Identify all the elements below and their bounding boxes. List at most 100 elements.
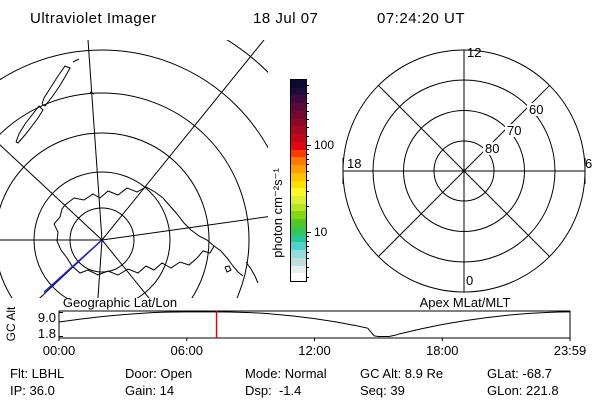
colorbar-minor-tick [306, 277, 309, 278]
coastline [224, 265, 232, 273]
lat-circle [0, 49, 268, 149]
colorbar-band [291, 257, 306, 266]
meridian-line [87, 40, 103, 241]
ytick-9: 9.0 [37, 310, 56, 325]
label-bg [505, 124, 524, 137]
alt-xtick-label: 18:00 [425, 343, 459, 358]
meridian-line [97, 239, 103, 298]
colorbar-minor-tick [306, 191, 309, 192]
lat-circle [0, 132, 210, 298]
colorbar-band [291, 265, 306, 274]
status-cell: Gain: 14 [125, 383, 175, 398]
colorbar-minor-tick [306, 206, 309, 207]
colorbar-band [291, 211, 306, 220]
coastline [89, 91, 95, 95]
colorbar-band [291, 134, 306, 142]
colorbar-band [291, 273, 306, 282]
coastline [213, 245, 244, 277]
alt-xtick-label: 00:00 [42, 343, 76, 358]
colorbar-minor-tick [306, 149, 309, 150]
ytick-1-8: 1.8 [37, 326, 56, 341]
mlt-label: 6 [585, 156, 592, 171]
status-cell: Seq: 39 [360, 383, 405, 398]
geographic-map [0, 40, 268, 298]
coastline [72, 58, 80, 63]
colorbar-band [291, 188, 306, 197]
colorbar-minor-tick [306, 164, 309, 165]
colorbar-minor-tick [306, 246, 309, 247]
mlat-label: 60 [529, 102, 543, 117]
colorbar-band [291, 196, 306, 204]
colorbar [290, 79, 307, 282]
altitude-curve [58, 311, 571, 337]
colorbar-band [291, 172, 306, 181]
left-panel-title: Geographic Lat/Lon [62, 295, 178, 310]
colorbar-minor-tick [306, 154, 309, 155]
status-cell: GLon: 221.8 [487, 383, 559, 398]
colorbar-major-tick [306, 232, 311, 233]
coastline [15, 105, 44, 144]
alt-xtick-label: 06:00 [170, 343, 204, 358]
colorbar-band [291, 103, 306, 111]
coastline [41, 65, 71, 107]
mlt-label: 12 [467, 45, 481, 60]
colorbar-minor-tick [306, 159, 309, 160]
colorbar-band [291, 219, 306, 227]
colorbar-minor-tick [306, 267, 309, 268]
colorbar-minor-tick [306, 171, 309, 172]
colorbar-minor-tick [306, 103, 309, 104]
colorbar-band [291, 149, 306, 158]
lat-circle [0, 92, 250, 298]
colorbar-tick-label: 100 [314, 138, 335, 152]
meridian-line [101, 40, 265, 241]
meridian-line [101, 239, 150, 298]
colorbar-minor-tick [306, 241, 309, 242]
colorbar-minor-tick [306, 258, 309, 259]
coastline [53, 186, 215, 276]
mlt-spoke [378, 85, 550, 257]
colorbar-band [291, 126, 306, 135]
time-label: 07:24:20 UT [377, 10, 466, 27]
page-title: Ultraviolet Imager [30, 10, 157, 27]
colorbar-minor-tick [306, 236, 309, 237]
colorbar-band [291, 226, 306, 235]
mlat-label: 70 [507, 123, 521, 138]
status-cell: Flt: LBHL [10, 366, 65, 381]
colorbar-band [291, 165, 306, 173]
colorbar-band [291, 203, 306, 212]
colorbar-minor-tick [306, 136, 309, 137]
colorbar-band [291, 250, 306, 258]
right-panel-title: Apex MLat/MLT [419, 295, 511, 310]
colorbar-band [291, 118, 306, 127]
status-row-1: Flt: LBHL Door: Open Mode: Normal GC Alt: 8… [0, 366, 600, 381]
status-cell: GC Alt: 8.9 Re [360, 366, 444, 381]
meridian-line [0, 144, 103, 241]
mlt-label: 0 [466, 273, 473, 288]
meridian-line [101, 216, 268, 241]
alt-xtick-label: 23:59 [553, 343, 587, 358]
colorbar-tick-label: 10 [314, 225, 328, 239]
coastline [245, 261, 259, 284]
mlat-label: 80 [485, 141, 499, 156]
colorbar-minor-tick [306, 252, 309, 253]
status-row-2: IP: 36.0 Gain: 14 Dsp: -1.4 Seq: 39 GLon: 22… [0, 383, 600, 398]
colorbar-band [291, 157, 306, 166]
status-cell: Door: Open [125, 366, 193, 381]
altitude-plot [58, 310, 571, 341]
colorbar-band [291, 180, 306, 189]
track-line [43, 239, 103, 293]
colorbar-minor-tick [306, 180, 309, 181]
colorbar-minor-tick [306, 119, 309, 120]
date-label: 18 Jul 07 [253, 10, 319, 27]
colorbar-band [291, 110, 306, 119]
colorbar-band [291, 80, 306, 88]
colorbar-minor-tick [306, 93, 309, 94]
colorbar-band [291, 87, 306, 96]
colorbar-minor-tick [306, 127, 309, 128]
colorbar-units-label: photon cm⁻²s⁻¹ [270, 168, 285, 258]
colorbar-band [291, 141, 306, 150]
colorbar-band [291, 242, 306, 251]
colorbar-major-tick [306, 145, 311, 146]
